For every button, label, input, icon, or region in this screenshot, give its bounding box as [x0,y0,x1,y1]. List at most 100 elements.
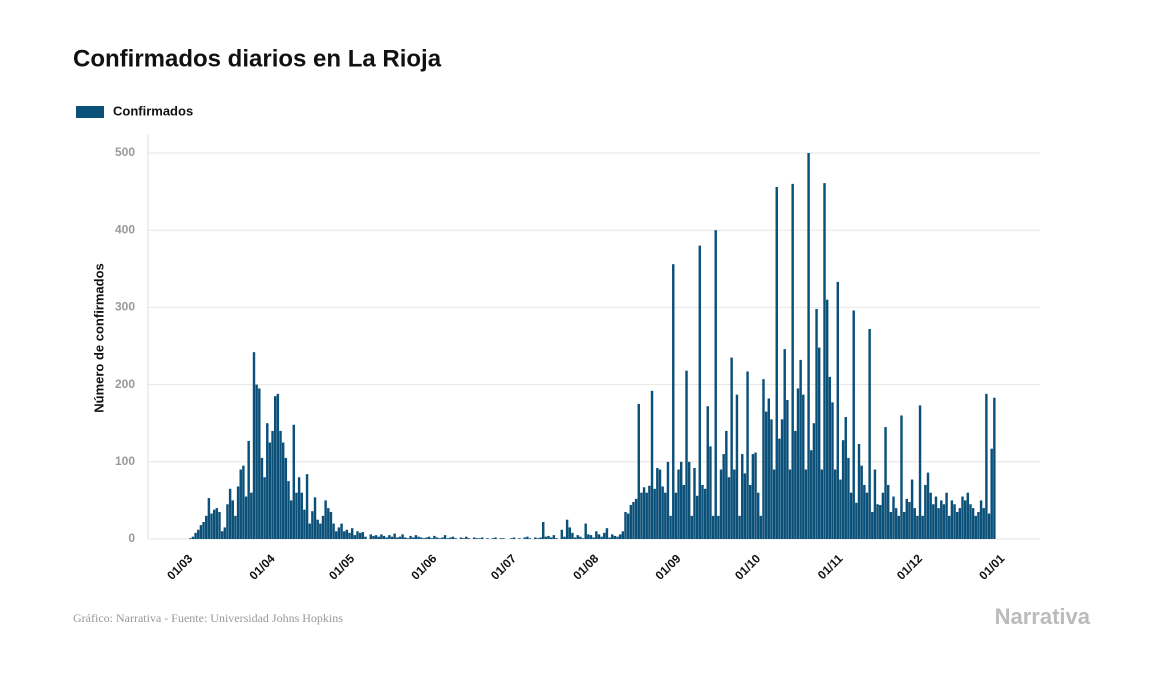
bar [441,537,444,539]
bar [327,508,330,539]
bar [977,511,980,539]
bar [268,442,272,539]
bar [239,469,242,539]
x-tick-label: 01/06 [408,551,439,582]
bar [255,384,258,539]
bar [953,504,956,539]
bar [642,487,646,539]
bar [733,469,736,539]
x-tick-label: 01/08 [570,551,601,582]
bar [974,515,977,539]
bar [624,511,627,539]
bar [924,484,927,539]
bar [419,537,423,539]
bar [886,484,890,539]
bar [741,454,744,539]
bar [711,515,715,539]
bar [263,477,266,539]
bar [459,537,463,539]
bar [289,500,293,539]
bar [807,153,810,539]
bar [600,536,603,539]
x-tick-label: 01/10 [732,551,763,582]
bar [687,461,691,539]
bar [759,515,763,539]
bar [823,183,826,539]
bar [220,531,224,539]
bar [353,535,357,539]
bar [913,508,916,539]
source: Gráfico: Narrativa - Fuente: Universidad… [73,611,343,625]
bar [335,531,338,539]
bar [319,523,322,539]
bar [380,534,383,539]
bar [836,281,840,539]
bar [770,419,773,539]
bar [987,513,991,539]
x-tick-label: 01/07 [488,551,519,582]
bar [955,511,959,539]
bar [300,492,303,539]
bar [695,495,699,539]
bar [332,523,335,539]
bar [788,469,792,539]
bar [701,484,704,539]
bar [396,537,399,539]
bar [634,498,638,539]
bar [223,527,227,539]
legend-label: Confirmados [113,103,193,118]
bar [605,528,609,539]
bar [629,505,633,539]
bar [284,457,288,539]
bar [719,469,723,539]
bar [311,511,314,539]
bar [690,515,694,539]
bar [446,538,449,539]
bar [650,390,654,539]
bar [260,457,264,539]
bar [350,528,354,539]
bar [717,515,720,539]
bar [361,532,365,539]
bar [534,537,537,539]
x-tick-label: 01/09 [652,551,683,582]
bar [581,538,585,539]
bar [443,535,447,539]
y-tick-label: 0 [128,531,135,545]
y-tick-label: 300 [115,300,135,314]
bar [589,535,593,539]
bar [921,515,924,539]
bar [868,329,871,539]
bar [592,537,595,539]
bar [295,492,298,539]
bar [342,531,346,539]
bar [385,537,388,539]
bar [618,534,622,539]
chart-title: Confirmados diarios en La Rioja [73,45,442,72]
bar [542,522,545,539]
bar [324,500,327,539]
bar [857,444,861,539]
bar [738,515,741,539]
bar [510,538,513,539]
bar [382,535,386,539]
bar [276,393,280,539]
bar [985,393,988,539]
bar [369,534,372,539]
bar [234,515,237,539]
bar [706,406,709,539]
bar [430,538,434,539]
bar [210,513,213,539]
bar [189,538,192,539]
bar [202,522,205,539]
bar [401,534,404,539]
bar [656,467,659,539]
bar [910,479,914,539]
bar [817,347,821,539]
bar [645,492,648,539]
bar [462,538,465,539]
bar [364,536,367,539]
bar [796,388,800,539]
bar [242,465,245,539]
bar [937,508,940,539]
